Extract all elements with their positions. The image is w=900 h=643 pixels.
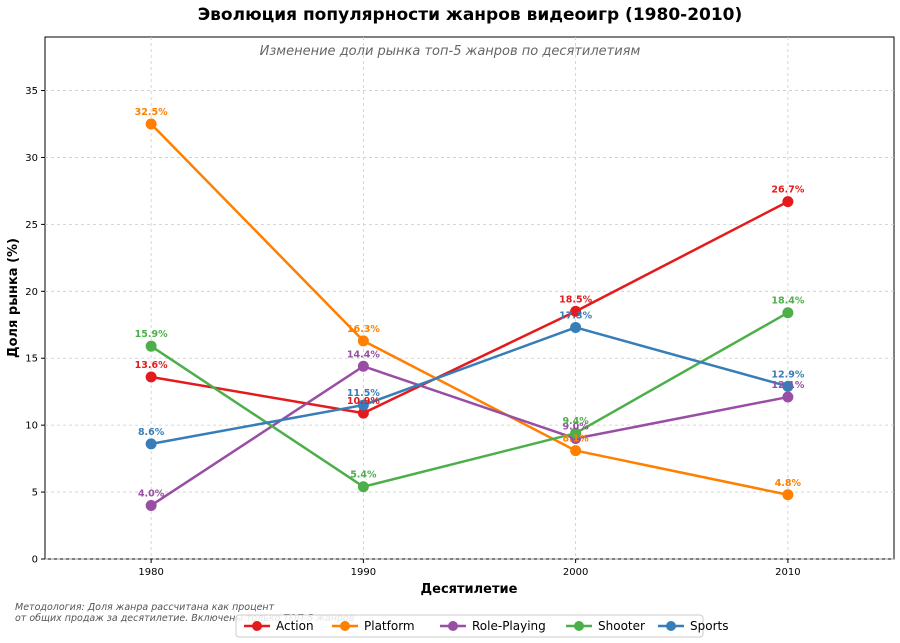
data-label-role-playing: 4.0% — [138, 488, 165, 499]
series-lines — [150, 123, 789, 507]
data-point-sports — [145, 438, 157, 450]
data-label-shooter: 18.4% — [771, 296, 804, 307]
chart-subtitle: Изменение доли рынка топ-5 жанров по дес… — [260, 44, 641, 59]
data-label-role-playing: 12.1% — [771, 380, 804, 391]
y-tick-label: 35 — [25, 86, 38, 97]
data-point-role-playing — [357, 360, 369, 372]
data-label-role-playing: 9.0% — [562, 422, 589, 433]
legend-label: Role-Playing — [472, 619, 546, 633]
y-tick-label: 5 — [32, 488, 38, 499]
legend-label: Sports — [690, 619, 728, 633]
data-label-sports: 12.9% — [771, 369, 804, 380]
note-line-1: Методология: Доля жанра рассчитана как п… — [15, 602, 275, 613]
data-label-action: 26.7% — [771, 185, 804, 196]
data-label-shooter: 15.9% — [135, 329, 168, 340]
data-label-platform: 4.8% — [775, 478, 802, 489]
data-point-platform — [570, 445, 582, 457]
legend-box — [235, 614, 704, 638]
y-tick-label: 0 — [32, 555, 38, 566]
y-tick-label: 10 — [25, 421, 38, 432]
legend: Action Platform Role-Playing Shooter Sports — [235, 614, 728, 638]
grid-lines — [45, 37, 894, 560]
data-point-shooter — [145, 340, 157, 352]
series-line-sports — [150, 326, 789, 446]
legend-item-role-playing: Role-Playing — [440, 619, 546, 633]
legend-item-platform: Platform — [332, 619, 415, 633]
y-tick-label: 25 — [25, 220, 38, 231]
note-line-2: от общих продаж за десятилетие. Включены… — [15, 613, 355, 624]
data-point-shooter — [782, 307, 794, 319]
data-point-platform — [357, 335, 369, 347]
data-labels: 13.6% 10.9% 18.5% 26.7% 32.5% 16.3% 8.1% 4.8% 4.… — [135, 107, 805, 499]
legend-swatch-marker — [666, 621, 676, 631]
x-tick-label: 2000 — [563, 567, 588, 578]
plot-area — [44, 36, 895, 560]
data-point-shooter — [357, 481, 369, 493]
data-point-sports — [570, 321, 582, 333]
methodology-note: Методология: Доля жанра рассчитана как п… — [15, 602, 355, 624]
x-tick-label: 2010 — [775, 567, 800, 578]
series-line-shooter — [150, 311, 789, 488]
data-label-shooter: 9.4% — [562, 416, 589, 427]
x-axis-label: Десятилетие — [421, 582, 518, 597]
y-axis-label: Доля рынка (%) — [6, 238, 21, 358]
data-point-sports — [782, 380, 794, 392]
y-tick-label: 15 — [25, 354, 38, 365]
data-label-platform: 32.5% — [135, 107, 168, 118]
data-point-shooter — [570, 427, 582, 439]
data-label-sports: 17.3% — [559, 310, 592, 321]
data-label-sports: 11.5% — [347, 388, 380, 399]
legend-swatch-marker — [574, 621, 584, 631]
legend-item-sports: Sports — [658, 619, 728, 633]
series-points — [145, 118, 794, 511]
data-point-action — [782, 196, 794, 208]
data-point-role-playing — [145, 499, 157, 511]
data-label-action: 18.5% — [559, 294, 592, 305]
data-point-action — [570, 305, 582, 317]
data-label-platform: 8.1% — [562, 434, 589, 445]
x-axis: 1980 1990 2000 2010 — [138, 559, 801, 578]
data-point-action — [145, 371, 157, 383]
data-label-shooter: 5.4% — [350, 470, 377, 481]
legend-swatch-marker — [252, 621, 262, 631]
data-point-platform — [782, 489, 794, 501]
data-label-sports: 8.6% — [138, 427, 165, 438]
x-tick-label: 1990 — [351, 567, 376, 578]
legend-label: Platform — [364, 619, 415, 633]
data-label-platform: 16.3% — [347, 324, 380, 335]
y-axis: 0 5 10 15 20 25 30 35 — [25, 86, 45, 566]
legend-label: Shooter — [598, 619, 645, 633]
data-point-role-playing — [782, 391, 794, 403]
series-line-platform — [150, 123, 789, 496]
data-label-action: 13.6% — [135, 360, 168, 371]
data-point-platform — [145, 118, 157, 130]
legend-item-action: Action — [244, 619, 314, 633]
y-tick-label: 20 — [25, 287, 38, 298]
data-label-role-playing: 14.4% — [347, 349, 380, 360]
x-tick-label: 1980 — [138, 567, 163, 578]
legend-item-shooter: Shooter — [566, 619, 645, 633]
data-point-sports — [357, 399, 369, 411]
y-tick-label: 30 — [25, 153, 38, 164]
data-label-action: 10.9% — [347, 396, 380, 407]
series-line-role-playing — [150, 365, 789, 507]
legend-swatch-marker — [448, 621, 458, 631]
legend-swatch-marker — [340, 621, 350, 631]
legend-label: Action — [276, 619, 314, 633]
series-line-action — [150, 200, 789, 415]
chart-title: Эволюция популярности жанров видеоигр (1… — [198, 5, 743, 25]
